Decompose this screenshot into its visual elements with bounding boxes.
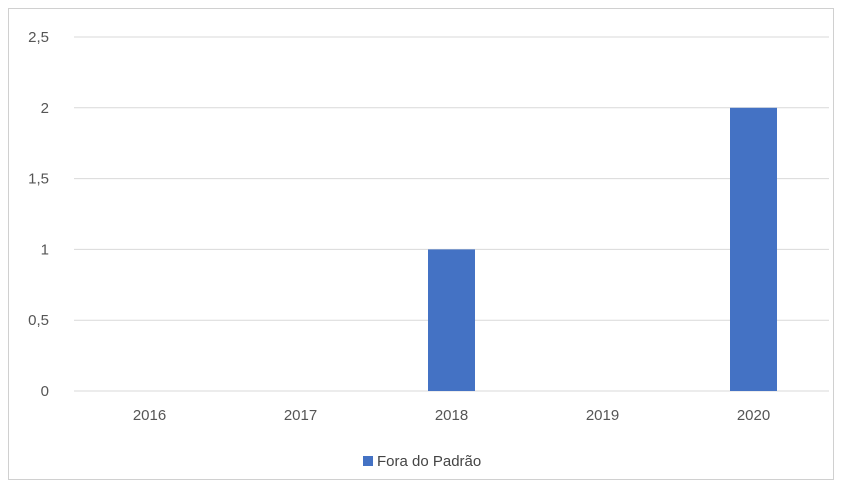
bar-2018: [428, 249, 475, 391]
legend-swatch: [363, 456, 373, 466]
x-tick-label: 2019: [586, 407, 619, 424]
y-tick-label: 2,5: [28, 29, 49, 46]
bar-2020: [730, 107, 777, 392]
y-tick-label: 1,5: [28, 171, 49, 188]
x-tick-label: 2017: [284, 407, 317, 424]
chart-frame: [8, 8, 834, 480]
x-tick-label: 2020: [737, 407, 770, 424]
y-tick-label: 1: [41, 241, 49, 258]
legend-label: Fora do Padrão: [377, 453, 481, 470]
x-tick-label: 2018: [435, 407, 468, 424]
legend: Fora do Padrão: [363, 453, 481, 470]
y-tick-label: 0: [41, 383, 49, 400]
y-tick-label: 2: [41, 100, 49, 117]
y-tick-label: 0,5: [28, 312, 49, 329]
x-tick-label: 2016: [133, 407, 166, 424]
